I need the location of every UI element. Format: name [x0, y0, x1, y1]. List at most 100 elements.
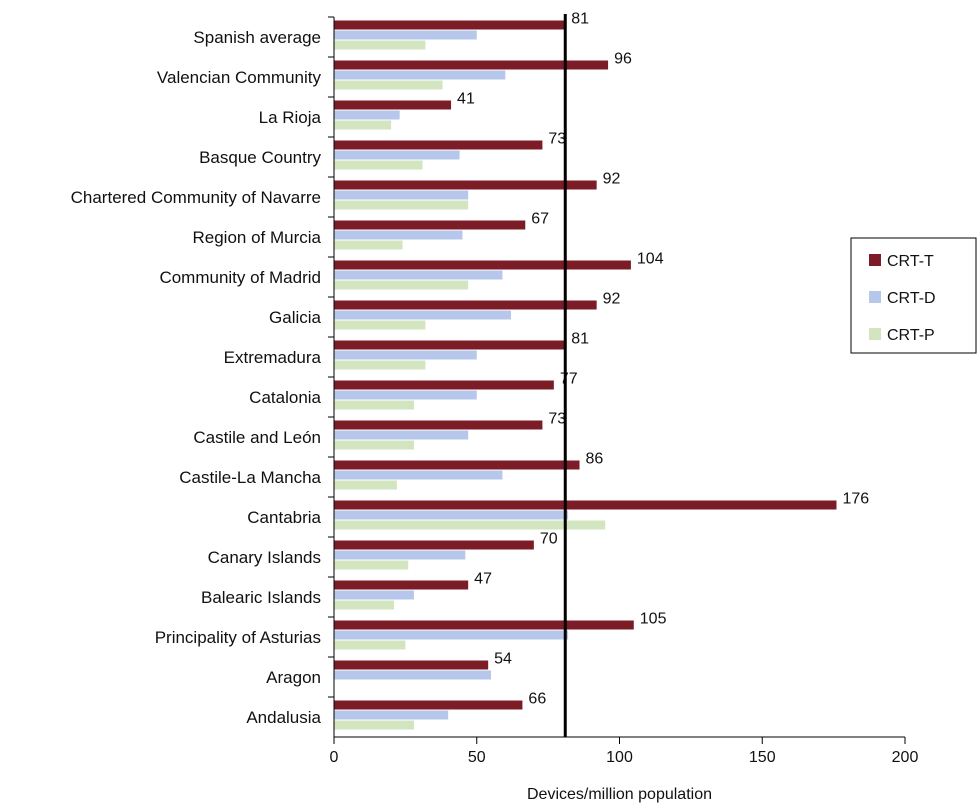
bar-crt-p-17: [334, 720, 414, 730]
data-label-crt-t-2: 41: [457, 91, 475, 108]
data-label-crt-t-7: 92: [603, 291, 621, 308]
bar-crt-d-3: [334, 150, 460, 160]
data-label-crt-t-13: 70: [540, 531, 558, 548]
bar-crt-p-11: [334, 480, 397, 490]
bar-crt-t-5: [334, 220, 526, 230]
legend-swatch-crt-t: [869, 254, 881, 266]
bar-crt-t-4: [334, 180, 597, 190]
category-label-0: Spanish average: [193, 28, 321, 47]
bar-crt-d-16: [334, 670, 492, 680]
data-label-crt-t-9: 77: [560, 371, 578, 388]
bar-crt-d-14: [334, 590, 414, 600]
category-label-6: Community of Madrid: [159, 268, 321, 287]
bar-crt-t-9: [334, 380, 554, 390]
bar-crt-t-17: [334, 700, 523, 710]
bar-crt-t-11: [334, 460, 580, 470]
category-label-3: Basque Country: [199, 148, 321, 167]
labels-layer: 81 Spanish average 96 Valencian Community 41…: [71, 11, 870, 728]
bar-crt-p-3: [334, 160, 423, 170]
category-label-13: Canary Islands: [208, 548, 321, 567]
bar-crt-t-3: [334, 140, 543, 150]
bar-crt-d-12: [334, 510, 569, 520]
data-label-crt-t-10: 73: [548, 411, 566, 428]
legend-swatch-crt-p: [869, 328, 881, 340]
bar-crt-d-5: [334, 230, 463, 240]
data-label-crt-t-15: 105: [640, 611, 667, 628]
bar-crt-d-13: [334, 550, 466, 560]
category-label-2: La Rioja: [259, 108, 322, 127]
axes-layer: 0 50 100 150 200: [328, 16, 919, 766]
bar-crt-t-13: [334, 540, 534, 550]
data-label-crt-t-8: 81: [571, 331, 589, 348]
data-label-crt-t-16: 54: [494, 651, 512, 668]
bar-crt-p-2: [334, 120, 392, 130]
bar-crt-t-15: [334, 620, 634, 630]
bar-crt-d-7: [334, 310, 512, 320]
bar-crt-d-0: [334, 30, 477, 40]
bar-crt-t-2: [334, 100, 452, 110]
data-label-crt-t-12: 176: [842, 491, 869, 508]
bar-crt-t-8: [334, 340, 566, 350]
bar-crt-p-7: [334, 320, 426, 330]
x-tick-label-2: 100: [606, 749, 633, 766]
category-label-8: Extremadura: [224, 348, 322, 367]
x-tick-label-0: 0: [330, 749, 339, 766]
data-label-crt-t-4: 92: [603, 171, 621, 188]
data-label-crt-t-0: 81: [571, 11, 589, 28]
bar-crt-p-8: [334, 360, 426, 370]
x-tick-label-1: 50: [468, 749, 486, 766]
x-tick-label-3: 150: [749, 749, 776, 766]
bar-crt-p-15: [334, 640, 406, 650]
bar-crt-d-4: [334, 190, 469, 200]
bar-crt-p-10: [334, 440, 414, 450]
data-label-crt-t-6: 104: [637, 251, 664, 268]
bar-crt-p-0: [334, 40, 426, 50]
bars-layer: [334, 20, 837, 730]
bar-crt-t-6: [334, 260, 631, 270]
data-label-crt-t-3: 73: [548, 131, 566, 148]
bar-crt-p-12: [334, 520, 606, 530]
bar-crt-d-11: [334, 470, 503, 480]
bar-crt-d-17: [334, 710, 449, 720]
category-label-5: Region of Murcia: [192, 228, 321, 247]
bar-crt-d-8: [334, 350, 477, 360]
bar-crt-t-10: [334, 420, 543, 430]
category-label-10: Castile and León: [193, 428, 321, 447]
bar-crt-p-1: [334, 80, 443, 90]
x-tick-label-4: 200: [892, 749, 919, 766]
bar-crt-p-6: [334, 280, 469, 290]
bar-crt-p-4: [334, 200, 469, 210]
category-label-1: Valencian Community: [157, 68, 322, 87]
category-label-9: Catalonia: [249, 388, 321, 407]
data-label-crt-t-14: 47: [474, 571, 492, 588]
bar-crt-t-7: [334, 300, 597, 310]
data-label-crt-t-17: 66: [528, 691, 546, 708]
bar-crt-p-14: [334, 600, 394, 610]
category-label-11: Castile-La Mancha: [179, 468, 321, 487]
bar-crt-p-9: [334, 400, 414, 410]
category-label-4: Chartered Community of Navarre: [71, 188, 321, 207]
legend-label-crt-t: CRT-T: [887, 253, 934, 270]
category-label-15: Principality of Asturias: [155, 628, 321, 647]
bar-crt-t-16: [334, 660, 489, 670]
bar-crt-d-1: [334, 70, 506, 80]
category-label-17: Andalusia: [246, 708, 321, 727]
bar-crt-d-15: [334, 630, 569, 640]
legend-label-crt-d: CRT-D: [887, 290, 936, 307]
legend-label-crt-p: CRT-P: [887, 327, 935, 344]
bar-crt-d-10: [334, 430, 469, 440]
x-axis-title: Devices/million population: [527, 786, 712, 803]
bar-crt-t-0: [334, 20, 566, 30]
data-label-crt-t-11: 86: [586, 451, 604, 468]
category-label-7: Galicia: [269, 308, 322, 327]
data-label-crt-t-5: 67: [531, 211, 549, 228]
bar-crt-d-2: [334, 110, 400, 120]
bar-crt-t-12: [334, 500, 837, 510]
bar-crt-p-5: [334, 240, 403, 250]
data-label-crt-t-1: 96: [614, 51, 632, 68]
legend: CRT-T CRT-D CRT-P: [850, 237, 977, 354]
bar-crt-t-14: [334, 580, 469, 590]
category-label-12: Cantabria: [247, 508, 321, 527]
bar-crt-p-13: [334, 560, 409, 570]
